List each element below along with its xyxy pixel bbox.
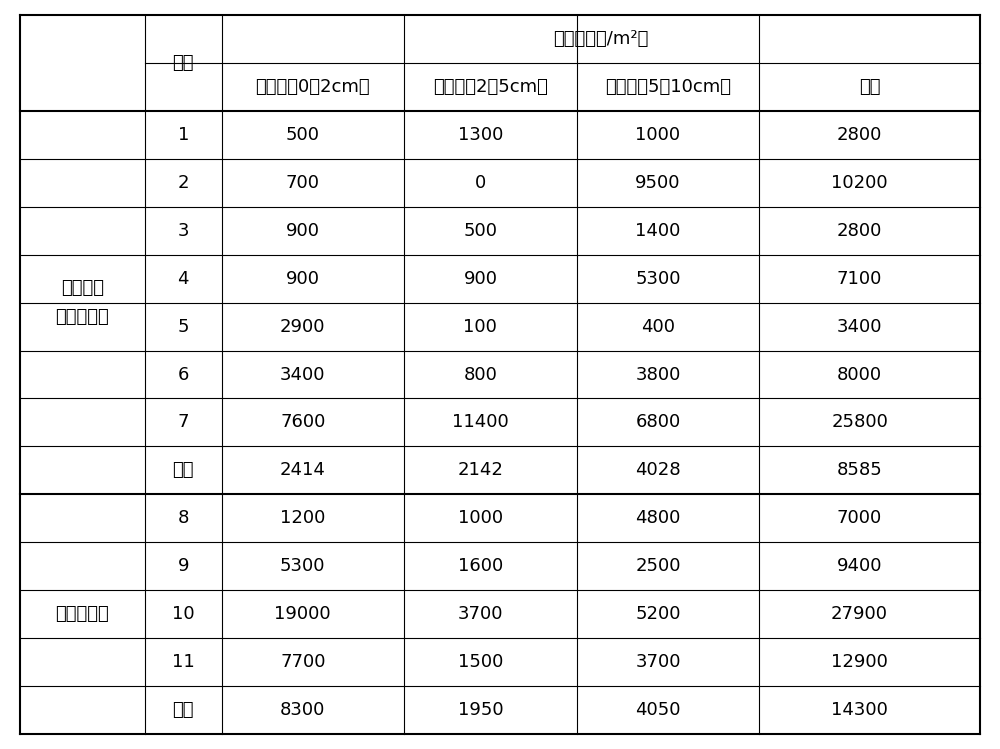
Text: 2142: 2142 <box>457 461 503 479</box>
Text: 5300: 5300 <box>635 270 681 288</box>
Text: 800: 800 <box>463 366 497 383</box>
Text: 2800: 2800 <box>837 126 882 144</box>
Text: 27900: 27900 <box>831 605 888 623</box>
Text: 10: 10 <box>172 605 195 623</box>
Text: 4800: 4800 <box>635 509 681 527</box>
Text: 7100: 7100 <box>837 270 882 288</box>
Text: 6800: 6800 <box>635 413 681 431</box>
Text: 8: 8 <box>178 509 189 527</box>
Text: 1400: 1400 <box>635 222 681 240</box>
Text: 5300: 5300 <box>280 557 326 575</box>
Text: 1200: 1200 <box>280 509 325 527</box>
Text: 11400: 11400 <box>452 413 509 431</box>
Text: 平均: 平均 <box>172 461 194 479</box>
Text: 第一层（0～2cm）: 第一层（0～2cm） <box>255 78 370 96</box>
Text: 900: 900 <box>463 270 497 288</box>
Text: 14300: 14300 <box>831 701 888 719</box>
Text: 7: 7 <box>177 413 189 431</box>
Text: 2414: 2414 <box>280 461 326 479</box>
Text: 5: 5 <box>177 318 189 336</box>
Text: 7000: 7000 <box>837 509 882 527</box>
Text: 5200: 5200 <box>635 605 681 623</box>
Text: 2500: 2500 <box>635 557 681 575</box>
Text: 样方: 样方 <box>172 54 194 72</box>
Text: 平均: 平均 <box>172 701 194 719</box>
Text: 7700: 7700 <box>280 653 326 671</box>
Text: 2: 2 <box>177 174 189 192</box>
Text: 8300: 8300 <box>280 701 325 719</box>
Text: 3400: 3400 <box>280 366 326 383</box>
Text: 4: 4 <box>177 270 189 288</box>
Text: 2900: 2900 <box>280 318 326 336</box>
Text: 第二层（2～5cm）: 第二层（2～5cm） <box>433 78 548 96</box>
Text: 7600: 7600 <box>280 413 325 431</box>
Text: 400: 400 <box>641 318 675 336</box>
Text: 100: 100 <box>463 318 497 336</box>
Text: 1300: 1300 <box>458 126 503 144</box>
Text: 1600: 1600 <box>458 557 503 575</box>
Text: 900: 900 <box>286 270 320 288</box>
Text: 3800: 3800 <box>635 366 681 383</box>
Text: 9500: 9500 <box>635 174 681 192</box>
Text: 4028: 4028 <box>635 461 681 479</box>
Text: 9400: 9400 <box>837 557 882 575</box>
Text: 0: 0 <box>475 174 486 192</box>
Text: 1: 1 <box>178 126 189 144</box>
Text: 3700: 3700 <box>458 605 503 623</box>
Text: 4050: 4050 <box>635 701 681 719</box>
Text: 3400: 3400 <box>837 318 882 336</box>
Text: 1000: 1000 <box>635 126 681 144</box>
Text: 500: 500 <box>463 222 497 240</box>
Text: 种子数（粒/m²）: 种子数（粒/m²） <box>553 30 648 48</box>
Text: 1950: 1950 <box>458 701 503 719</box>
Text: 25800: 25800 <box>831 413 888 431</box>
Text: 19000: 19000 <box>274 605 331 623</box>
Text: 8000: 8000 <box>837 366 882 383</box>
Text: 2800: 2800 <box>837 222 882 240</box>
Text: 9: 9 <box>177 557 189 575</box>
Text: 第三层（5～10cm）: 第三层（5～10cm） <box>605 78 731 96</box>
Text: 1000: 1000 <box>458 509 503 527</box>
Text: 合计: 合计 <box>859 78 880 96</box>
Text: 3: 3 <box>177 222 189 240</box>
Text: 11: 11 <box>172 653 195 671</box>
Text: 6: 6 <box>178 366 189 383</box>
Text: 500: 500 <box>286 126 320 144</box>
Text: 12900: 12900 <box>831 653 888 671</box>
Text: 翻耕草场
（实验区）: 翻耕草场 （实验区） <box>56 279 109 327</box>
Text: 8585: 8585 <box>837 461 882 479</box>
Text: 未翻耕草场: 未翻耕草场 <box>56 605 109 623</box>
Text: 700: 700 <box>286 174 320 192</box>
Text: 3700: 3700 <box>635 653 681 671</box>
Text: 1500: 1500 <box>458 653 503 671</box>
Text: 10200: 10200 <box>831 174 888 192</box>
Text: 900: 900 <box>286 222 320 240</box>
